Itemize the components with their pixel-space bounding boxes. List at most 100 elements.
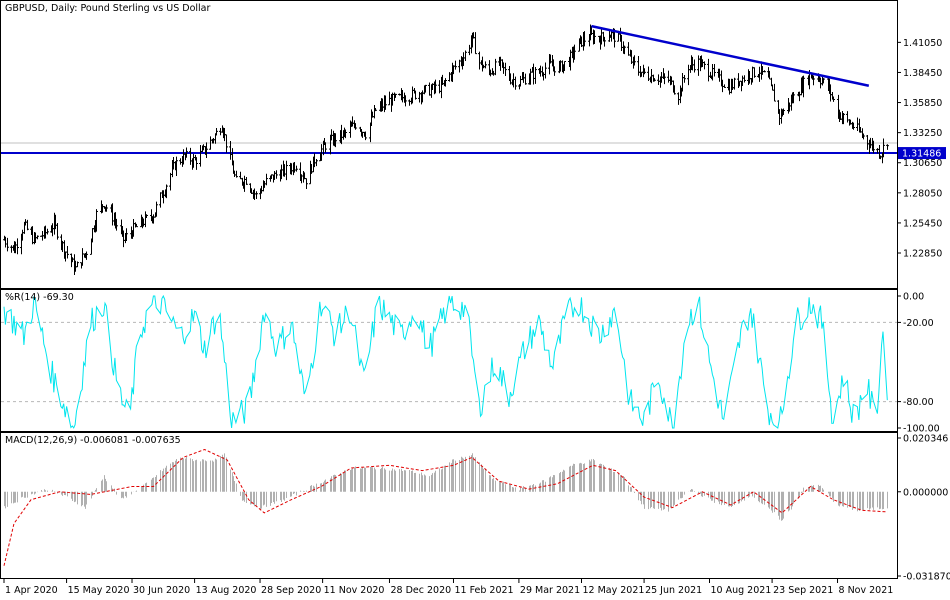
price-bar — [56, 223, 59, 240]
price-layer — [1, 24, 897, 276]
williams-r-layer — [1, 294, 897, 429]
date-axis-label: 29 Mar 2021 — [520, 585, 580, 596]
price-bar — [484, 61, 487, 69]
williams-r-axis-label: -20.00 — [903, 318, 934, 329]
macd-title: MACD(12,26,9) -0.006081 -0.007635 — [5, 435, 181, 446]
price-bar — [534, 66, 537, 84]
price-bar — [802, 75, 805, 98]
price-axis-label: 1.28050 — [903, 188, 942, 199]
williams-r-line — [3, 294, 888, 429]
williams-r-axis-label: 0.00 — [903, 292, 924, 303]
price-bar — [315, 159, 318, 167]
price-bar — [215, 127, 218, 136]
current-price-label: 1.31486 — [902, 149, 941, 160]
price-bar — [354, 123, 357, 130]
price-bar — [145, 214, 148, 218]
date-axis-label: 13 Aug 2020 — [196, 585, 257, 596]
date-axis-label: 1 Apr 2020 — [5, 585, 58, 596]
price-axis-label: 1.25450 — [903, 218, 942, 229]
price-bar — [255, 191, 258, 200]
macd-axis-label: 0.000000 — [903, 487, 948, 498]
price-bar — [404, 95, 407, 107]
macd-panel — [0, 432, 898, 579]
price-bar — [763, 70, 766, 73]
price-bar — [95, 209, 98, 232]
price-bar — [524, 73, 527, 85]
price-bar — [364, 131, 367, 141]
williams-r-axis-label: -80.00 — [903, 397, 934, 408]
price-axis-label: 1.33250 — [903, 128, 942, 139]
price-bar — [444, 78, 447, 87]
price-bar — [334, 133, 337, 148]
date-axis-label: 23 Sep 2021 — [773, 585, 833, 596]
price-bar — [265, 173, 268, 186]
price-axis-label: 1.41050 — [903, 38, 942, 49]
price-bar — [424, 84, 427, 93]
price-bar — [723, 84, 726, 88]
price-bar — [852, 122, 855, 130]
price-bar — [753, 67, 756, 78]
macd-axis-label: -0.031870 — [903, 572, 950, 583]
price-bar — [324, 142, 327, 153]
price-bar — [46, 228, 49, 235]
price-bar — [295, 165, 298, 172]
price-bar — [185, 147, 188, 158]
price-bar — [195, 157, 198, 170]
price-bar — [36, 235, 39, 240]
price-bar — [85, 251, 88, 260]
date-axis-label: 25 Jun 2021 — [645, 585, 702, 596]
price-bar — [832, 96, 835, 102]
price-bar — [464, 50, 467, 62]
price-bar — [553, 66, 556, 76]
price-bar — [165, 184, 168, 199]
price-bar — [105, 204, 108, 212]
price-bar — [285, 160, 288, 181]
price-bar — [434, 79, 437, 94]
price-bar — [66, 246, 69, 259]
price-axis-label: 1.22850 — [903, 249, 942, 260]
price-axis-label: 1.38450 — [903, 68, 942, 79]
price-bar — [822, 78, 825, 84]
price-bar — [275, 170, 278, 179]
date-axis-label: 28 Dec 2020 — [390, 585, 451, 596]
price-bar — [26, 219, 29, 231]
price-bar — [653, 78, 656, 82]
price-bar — [663, 73, 666, 85]
price-panel — [0, 0, 898, 289]
price-bar — [782, 108, 785, 115]
macd-layer — [3, 448, 888, 566]
price-bar — [394, 93, 397, 98]
price-bar — [6, 237, 9, 252]
williams-r-axis-label: -100.00 — [903, 424, 940, 435]
macd-signal-line — [3, 448, 888, 566]
price-bar — [544, 62, 547, 79]
price-bar — [643, 68, 646, 75]
price-bar — [344, 129, 347, 139]
date-axis-label: 15 May 2020 — [68, 585, 130, 596]
price-bar — [862, 133, 865, 140]
price-bar — [713, 64, 716, 77]
price-bar — [175, 156, 178, 176]
price-bar — [115, 218, 118, 231]
price-bar — [155, 201, 158, 217]
price-bar — [882, 138, 885, 158]
date-axis-label: 11 Feb 2021 — [454, 585, 513, 596]
price-bar — [125, 228, 128, 242]
axis-layer: 1.41050 1.38450 1.35850 1.33250 1.30650 1.280… — [3, 38, 950, 596]
price-axis-label: 1.35850 — [903, 98, 942, 109]
price-bar — [245, 177, 248, 185]
price-bar — [205, 142, 208, 159]
price-bar — [474, 32, 477, 55]
price-bar — [872, 140, 875, 154]
price-bar — [563, 60, 566, 71]
price-bar — [583, 31, 586, 47]
price-bar — [384, 95, 387, 110]
price-bar — [693, 59, 696, 73]
date-axis-label: 8 Nov 2021 — [839, 585, 894, 596]
price-bar — [812, 75, 815, 86]
price-bar — [603, 36, 606, 47]
macd-axis-label: 0.020346 — [903, 434, 948, 445]
williams-r-panel — [0, 289, 898, 432]
price-bar — [135, 223, 138, 228]
